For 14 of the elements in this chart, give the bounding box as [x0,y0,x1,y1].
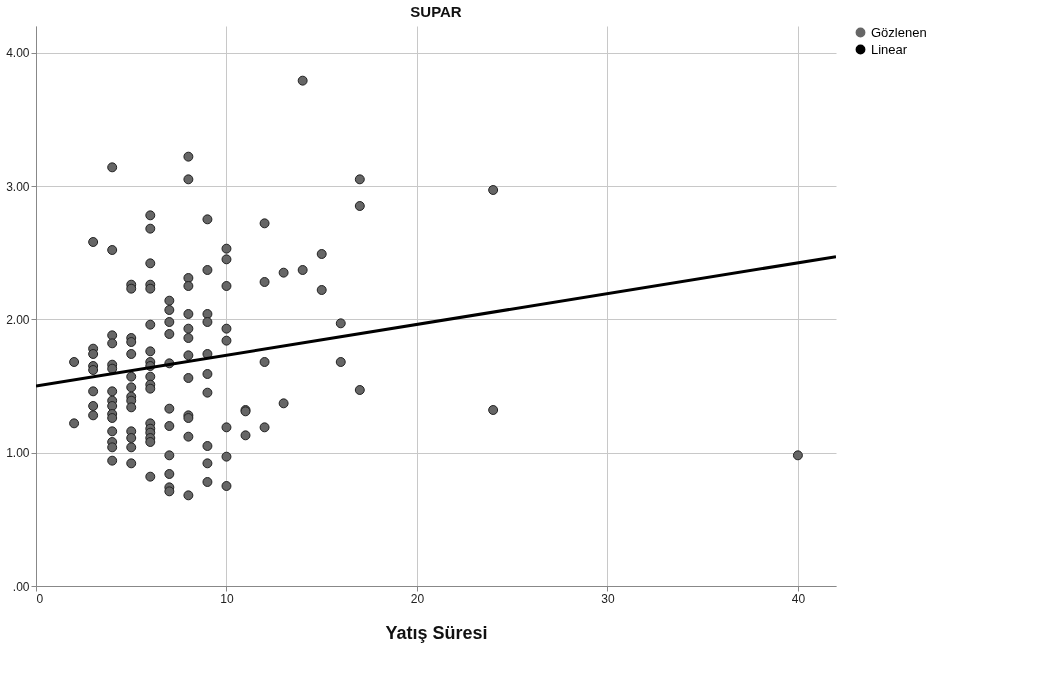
y-tick-label: 4.00 [6,46,30,61]
y-tick-label: .00 [12,579,30,594]
x-tick-label: 10 [220,591,234,606]
chart-title: SUPAR [410,3,462,20]
y-tick-label: 3.00 [6,179,30,194]
x-tick-label: 20 [410,591,425,606]
y-tick-label: 1.00 [6,446,30,461]
legend-label: Gözlenen [871,24,927,40]
legend-label: Linear [871,41,908,57]
x-tick-label: 30 [601,591,615,606]
x-tick-label: 0 [36,591,44,606]
x-tick-label: 40 [791,591,806,606]
x-axis-title: Yatış Süresi [385,622,488,643]
y-tick-label: 2.00 [6,312,30,327]
